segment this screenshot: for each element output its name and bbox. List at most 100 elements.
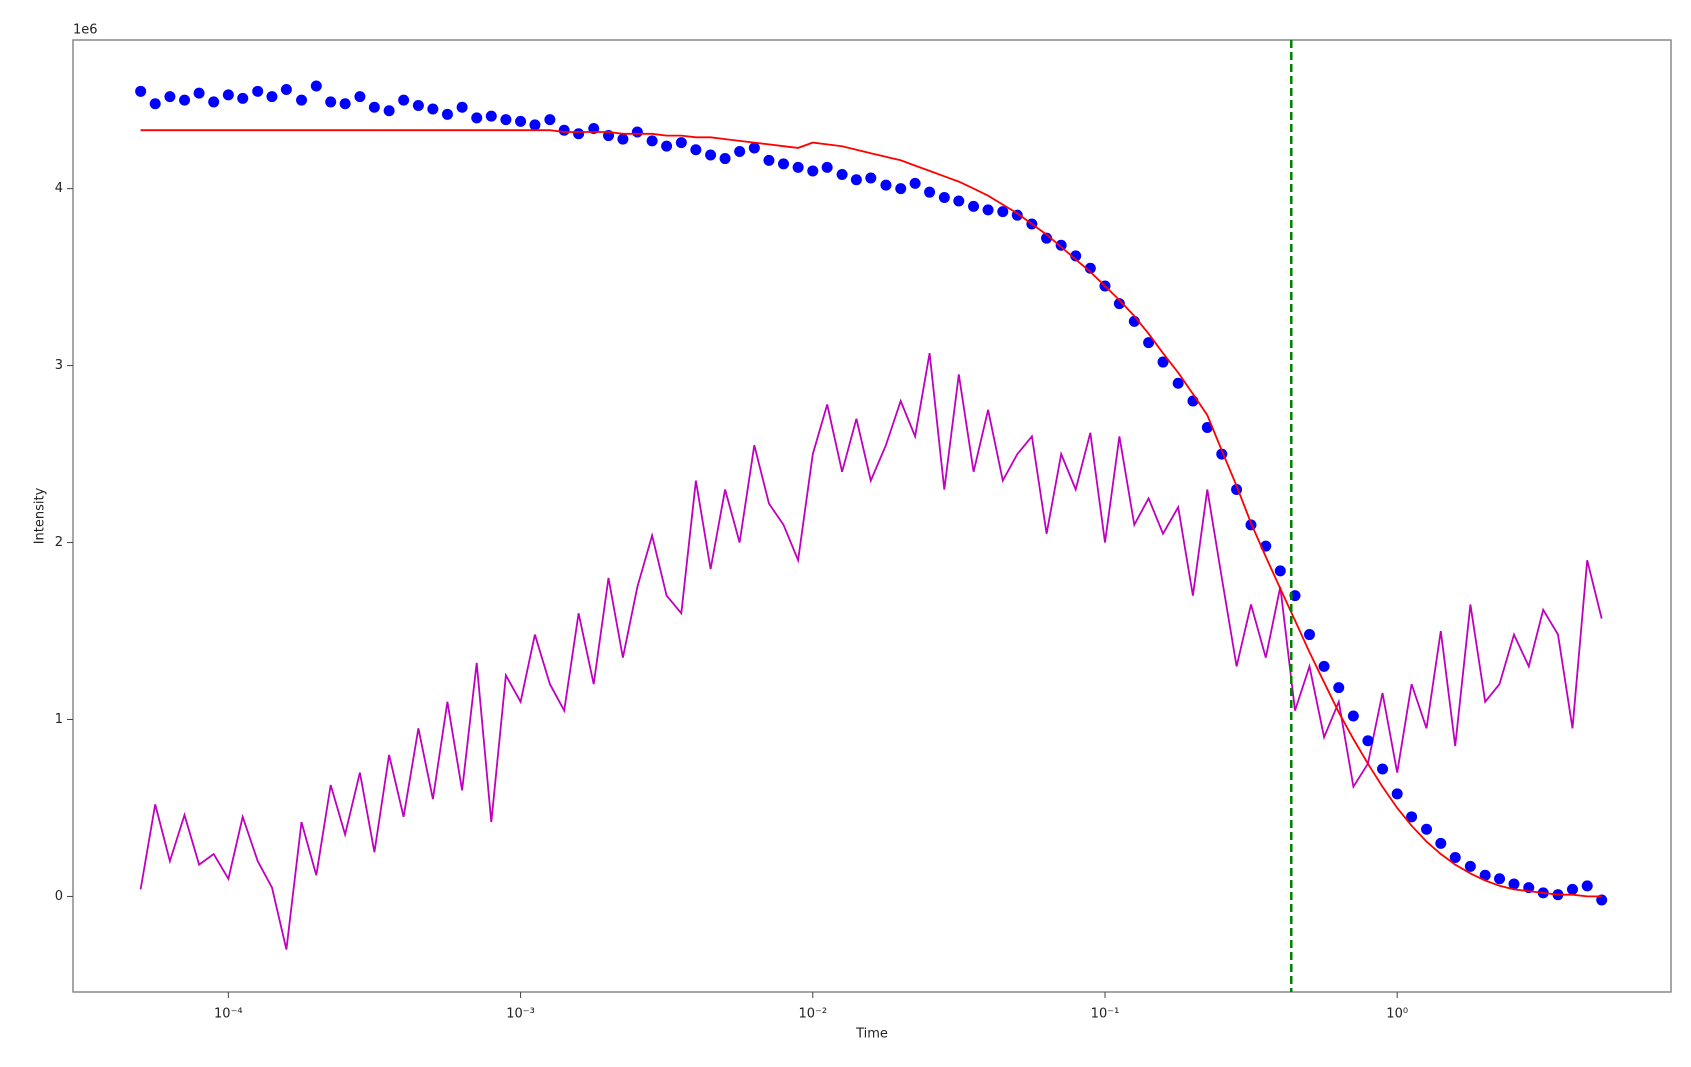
data-point: [1070, 250, 1082, 262]
data-point: [719, 153, 731, 165]
data-point: [237, 92, 249, 104]
data-point: [1581, 880, 1593, 892]
data-point: [1143, 337, 1155, 349]
x-tick-label: 10⁻⁴: [214, 1007, 243, 1022]
data-point: [222, 89, 234, 101]
data-point: [1172, 377, 1184, 389]
data-point: [705, 149, 717, 161]
y-tick-label: 4: [55, 181, 63, 196]
data-point: [1303, 629, 1315, 641]
data-point: [1274, 565, 1286, 577]
data-point: [792, 161, 804, 173]
data-point: [441, 108, 453, 120]
data-point: [836, 168, 848, 180]
data-point: [412, 99, 424, 111]
x-tick-label: 10⁻³: [506, 1007, 535, 1022]
data-point: [909, 177, 921, 189]
data-point: [515, 115, 527, 127]
data-point: [1084, 262, 1096, 274]
data-point: [471, 112, 483, 124]
data-point: [383, 105, 395, 117]
data-point: [968, 200, 980, 212]
data-point: [164, 91, 176, 103]
data-point: [734, 145, 746, 157]
x-tick-label: 10⁻¹: [1091, 1007, 1120, 1022]
x-tick-label: 10⁰: [1386, 1007, 1408, 1022]
data-point: [997, 206, 1009, 218]
data-point: [982, 204, 994, 216]
data-point: [1406, 811, 1418, 823]
data-point: [1113, 298, 1125, 310]
data-line: [139, 353, 1603, 950]
data-point: [149, 98, 161, 110]
data-point: [354, 91, 366, 103]
data-point: [296, 94, 308, 106]
data-point: [456, 101, 468, 113]
data-point: [1157, 356, 1169, 368]
data-point: [427, 103, 439, 115]
data-point: [368, 101, 380, 113]
data-point: [1377, 763, 1389, 775]
data-point: [544, 114, 556, 126]
data-point: [266, 91, 278, 103]
data-point: [953, 195, 965, 207]
data-point: [690, 144, 702, 156]
data-point: [398, 94, 410, 106]
y-tick-label: 1: [55, 712, 63, 727]
data-point: [895, 183, 907, 195]
data-point: [179, 94, 191, 106]
data-point: [675, 137, 687, 149]
data-point: [1566, 883, 1578, 895]
data-point: [1055, 239, 1067, 251]
data-point: [924, 186, 936, 198]
data-point: [1391, 788, 1403, 800]
y-axis-label: Intensity: [33, 487, 48, 544]
data-point: [748, 142, 760, 154]
data-point: [529, 119, 541, 131]
data-point: [1041, 232, 1053, 244]
y-tick-label: 0: [55, 889, 63, 904]
data-point: [252, 85, 264, 97]
y-tick-label: 2: [55, 535, 63, 550]
data-point: [880, 179, 892, 191]
data-point: [193, 87, 205, 99]
data-point: [1479, 869, 1491, 881]
data-point: [821, 161, 833, 173]
x-tick-label: 10⁻²: [798, 1007, 827, 1022]
data-point: [807, 165, 819, 177]
data-point: [1201, 422, 1213, 434]
data-point: [865, 172, 877, 184]
y-tick-label: 3: [55, 358, 63, 373]
data-point: [573, 128, 585, 140]
data-point: [135, 85, 147, 97]
x-axis-label: Time: [855, 1027, 888, 1042]
y-offset-label: 1e6: [73, 23, 98, 38]
data-point: [778, 158, 790, 170]
data-point: [1494, 873, 1506, 885]
data-point: [1508, 878, 1520, 890]
data-point: [1333, 682, 1345, 694]
data-point: [661, 140, 673, 152]
data-point: [631, 126, 643, 138]
data-point: [1449, 852, 1461, 864]
data-point: [1362, 735, 1374, 747]
data-point: [763, 154, 775, 166]
data-point: [310, 80, 322, 92]
data-point: [1464, 860, 1476, 872]
data-point: [208, 96, 220, 108]
data-point: [938, 191, 950, 203]
data-point: [850, 174, 862, 186]
data-point: [558, 124, 570, 136]
data-point: [1435, 837, 1447, 849]
plot-frame: [72, 39, 1672, 993]
data-point: [617, 133, 629, 145]
data-point: [500, 114, 512, 126]
data-point: [485, 110, 497, 122]
data-point: [280, 84, 292, 96]
data-point: [646, 135, 658, 147]
data-point: [339, 98, 351, 110]
data-point: [1318, 660, 1330, 672]
data-point: [325, 96, 337, 108]
data-line: [140, 129, 1602, 898]
